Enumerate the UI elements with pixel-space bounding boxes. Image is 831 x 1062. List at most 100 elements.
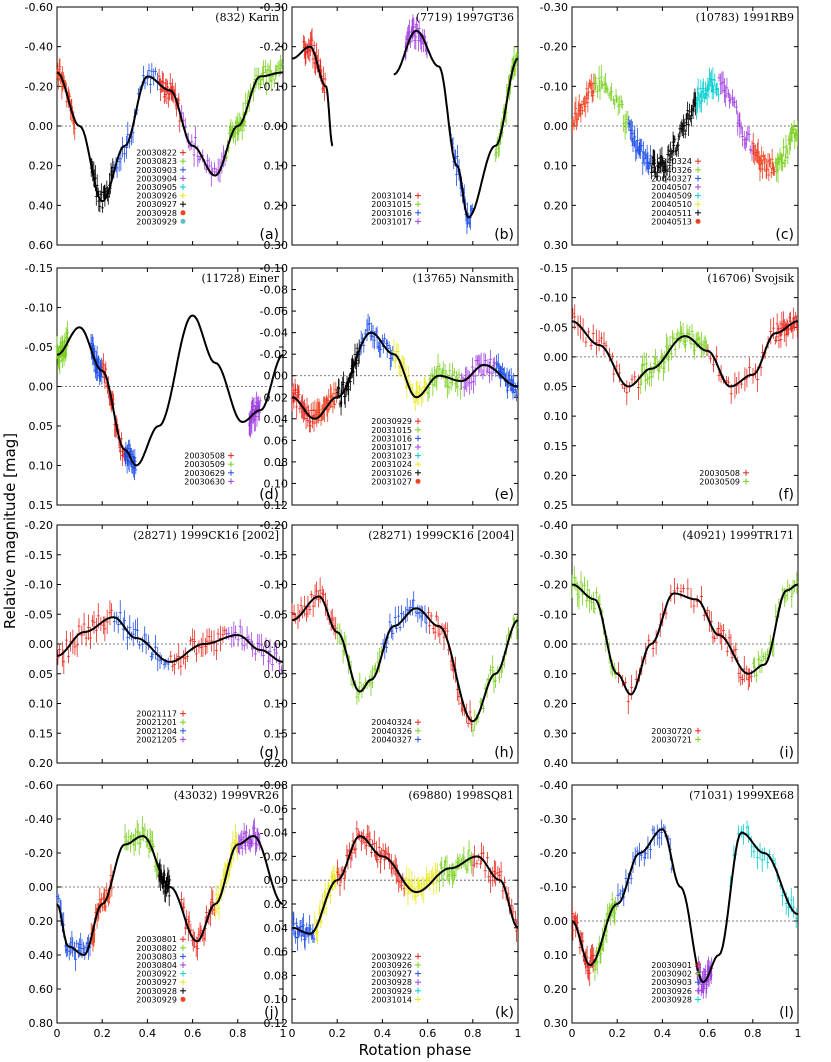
legend-entry: 20030509: [699, 477, 740, 486]
legend-entry: 20030822: [136, 149, 177, 158]
y-tick-label: 0.20: [29, 160, 54, 173]
x-tick-label: 0.6: [699, 1027, 717, 1040]
y-tick-label: 0.20: [264, 199, 289, 212]
x-tick-label: 0.2: [93, 1027, 111, 1040]
panel-title: (40921) 1999TR171: [682, 529, 794, 542]
legend-entry: 20030803: [136, 952, 177, 961]
legend-entry: 20030926: [651, 987, 692, 996]
legend-entry: 20040511: [651, 209, 692, 218]
x-tick-label: 0.4: [139, 1027, 157, 1040]
y-tick-label: 0.02: [264, 391, 289, 404]
panel-title: (10783) 1991RB9: [696, 11, 794, 24]
legend-entry: 20040327: [371, 735, 412, 744]
y-tick-label: 0.10: [544, 410, 569, 423]
panel-title: (71031) 1999XE68: [689, 789, 794, 802]
legend-entry: 20030929: [371, 417, 412, 426]
y-tick-label: -0.15: [25, 262, 53, 275]
y-tick-label: 0.00: [29, 881, 54, 894]
panel-d: -0.15 -0.10 -0.05 0.00 0.05 0.10 0.15 (11728) E…: [25, 262, 284, 512]
legend-entry: 20030904: [136, 174, 177, 183]
y-tick-label: 0.40: [544, 757, 569, 770]
y-tick-label: -0.08: [260, 284, 288, 297]
fit-curve-2: [393, 29, 519, 219]
y-tick-label: 0.30: [264, 239, 289, 252]
legend-entry: 20030922: [371, 952, 412, 961]
legend-entry: 20030928: [371, 978, 412, 987]
legend-entry: 20031027: [371, 477, 412, 486]
legend-entry: 20021117: [136, 710, 177, 719]
y-tick-label: 0.00: [264, 120, 289, 133]
x-tick-label: 1: [280, 1027, 287, 1040]
y-tick-label: -0.30: [540, 813, 568, 826]
fit-curve: [56, 314, 284, 467]
fit-curve: [56, 834, 284, 957]
y-tick-label: 0.02: [264, 898, 289, 911]
legend-entry: 20031017: [371, 217, 412, 226]
panel-c: -0.30 -0.20 -0.10 0.00 0.10 0.20 0.30 (10783) 1…: [540, 1, 800, 252]
y-tick-label: 0.04: [264, 413, 289, 426]
legend-entry: 20021201: [136, 718, 177, 727]
y-tick-label: -0.20: [540, 847, 568, 860]
legend-entry: 20030929: [136, 217, 177, 226]
panel-tag: (g): [259, 745, 279, 761]
legend-entry: 20031023: [371, 452, 412, 461]
y-tick-label: 0.10: [264, 993, 289, 1006]
y-tick-label: 0.06: [264, 434, 289, 447]
panel-k: -0.08 -0.06 -0.04 -0.02 0.00 0.02 0.04 0.06 0.08…: [260, 779, 522, 1040]
y-tick-label: -0.20: [25, 847, 53, 860]
y-tick-label: 0.10: [29, 460, 54, 473]
panel-title: (7719) 1997GT36: [416, 11, 514, 24]
panel-frame: [571, 267, 799, 506]
y-tick-label: -0.15: [540, 262, 568, 275]
fit-curve: [56, 71, 284, 203]
y-tick-label: 0.08: [264, 969, 289, 982]
panel-l: -0.40 -0.30 -0.20 -0.10 0.00 0.10 0.20 0.300 0.2…: [540, 779, 802, 1040]
y-tick-label: -0.20: [540, 41, 568, 54]
y-tick-label: 0.06: [264, 946, 289, 959]
y-tick-label: -0.06: [260, 803, 288, 816]
panel-tag: (h): [494, 745, 514, 761]
x-tick-label: 0.6: [419, 1027, 437, 1040]
legend-entry: 20040324: [371, 718, 412, 727]
y-tick-label: 0.20: [544, 199, 569, 212]
legend-entry: 20030508: [699, 469, 740, 478]
y-tick-label: 0.15: [544, 440, 569, 453]
y-tick-label: -0.60: [25, 1, 53, 14]
legend-marker: [695, 218, 701, 224]
y-tick-label: 0.15: [264, 727, 289, 740]
y-tick-label: -0.02: [260, 850, 288, 863]
legend-entry: 20030801: [136, 935, 177, 944]
y-tick-label: 0.00: [29, 381, 54, 394]
legend-entry: 20030927: [136, 200, 177, 209]
legend-entry: 20030928: [651, 995, 692, 1004]
y-tick-label: 0.12: [264, 1017, 289, 1030]
panel-frame: [571, 784, 799, 1024]
legend-entry: 20030509: [184, 460, 225, 469]
legend-entry: 20030508: [184, 452, 225, 461]
legend-entry: 20031026: [371, 469, 412, 478]
legend-marker: [180, 210, 186, 216]
y-tick-label: 0.25: [544, 499, 569, 512]
y-tick-label: 0.40: [29, 199, 54, 212]
y-tick-label: 0.20: [544, 698, 569, 711]
fit-curve: [291, 595, 519, 723]
panel-title: (28271) 1999CK16 [2002]: [133, 529, 279, 542]
panel-title: (11728) Einer: [202, 272, 280, 285]
y-tick-label: -0.10: [260, 579, 288, 592]
y-tick-label: -0.40: [25, 41, 53, 54]
panel-j: -0.60 -0.40 -0.20 0.00 0.20 0.40 0.60 0.800 0.2 0…: [25, 779, 287, 1040]
y-tick-label: -0.30: [260, 1, 288, 14]
legend-entry: 20030926: [371, 961, 412, 970]
y-tick-label: 0.20: [544, 983, 569, 996]
y-tick-label: -0.10: [540, 881, 568, 894]
panel-title: (43032) 1999VR26: [174, 789, 279, 802]
panel-tag: (e): [494, 487, 514, 503]
panel-tag: (b): [494, 227, 514, 243]
legend-entry: 20040509: [651, 192, 692, 201]
panel-tag: (l): [779, 1005, 794, 1021]
legend-entry: 20031015: [371, 426, 412, 435]
fit-curve: [292, 45, 334, 147]
legend-entry: 20030802: [136, 944, 177, 953]
panel-g: -0.20 -0.15 -0.10 -0.05 0.00 0.05 0.10 0.15 0.20…: [25, 519, 284, 770]
panel-b: -0.30 -0.20 -0.10 0.00 0.10 0.20 0.30 (7719) 19…: [260, 1, 519, 252]
